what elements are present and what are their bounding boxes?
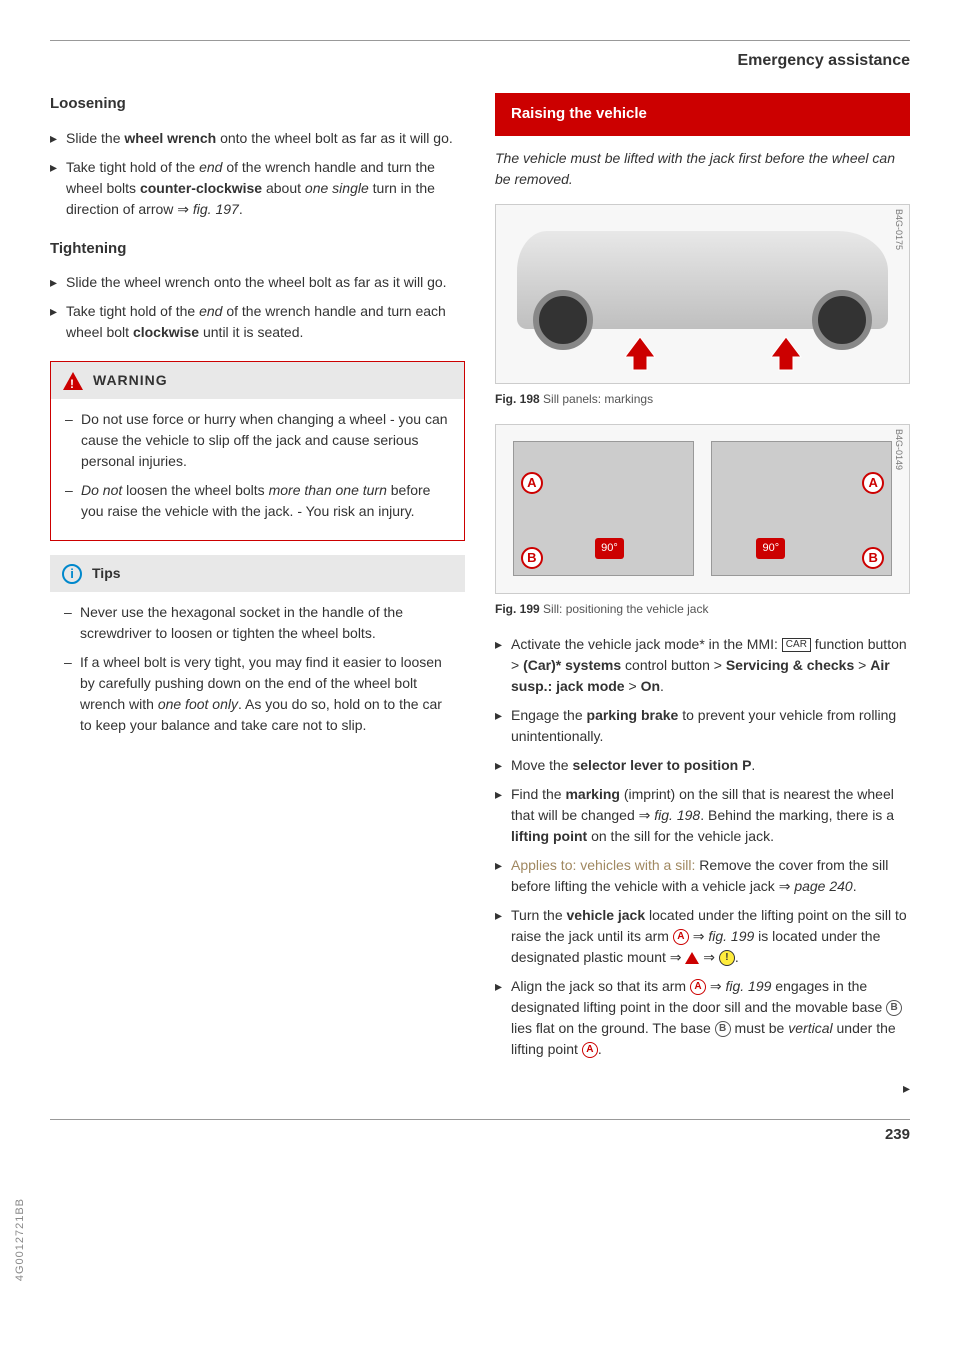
figure-199-caption: Fig. 199 Sill: positioning the vehicle j… [495,600,910,618]
warning-title: WARNING [93,370,168,391]
raising-steps-list: Activate the vehicle jack mode* in the M… [495,634,910,1060]
angle-label: 90° [595,538,624,559]
step-item: Align the jack so that its arm A ⇒ fig. … [495,976,910,1060]
tips-item: Never use the hexagonal socket in the ha… [64,602,451,644]
continue-arrow-icon: ▸ [903,1078,910,1099]
loosening-list: Slide the wheel wrench onto the wheel bo… [50,128,465,220]
warning-body: Do not use force or hurry when changing … [51,399,464,540]
fig-num: Fig. 199 [495,602,540,616]
marker-a-icon: A [521,472,543,494]
warning-item: Do not loosen the wheel bolts more than … [65,480,450,522]
angle-label: 90° [756,538,785,559]
step-item: Move the selector lever to position P. [495,755,910,776]
step-item: Applies to: vehicles with a sill: Remove… [495,855,910,897]
tips-header: i Tips [50,555,465,592]
page-number: 239 [50,1119,910,1147]
side-document-code: 4G0012721BB [12,1198,29,1281]
car-wheel-icon [812,290,872,350]
step-item: Activate the vehicle jack mode* in the M… [495,634,910,697]
top-rule [50,40,910,41]
tightening-heading: Tightening [50,238,465,261]
tips-box: i Tips Never use the hexagonal socket in… [50,555,465,754]
image-code: B4G-0175 [892,209,906,250]
figure-199: B4G-0149 A A B B 90° 90° [495,424,910,594]
left-column: Loosening Slide the wheel wrench onto th… [50,93,465,1099]
section-banner: Raising the vehicle [495,93,910,136]
warning-box: WARNING Do not use force or hurry when c… [50,361,465,541]
page-header-title: Emergency assistance [50,49,910,73]
warning-item: Do not use force or hurry when changing … [65,409,450,472]
car-wheel-icon [533,290,593,350]
tips-title: Tips [92,563,121,584]
tightening-item: Take tight hold of the end of the wrench… [50,301,465,343]
warning-triangle-icon [63,372,83,390]
loosening-item: Slide the wheel wrench onto the wheel bo… [50,128,465,149]
tips-body: Never use the hexagonal socket in the ha… [50,592,465,754]
fig-text: Sill: positioning the vehicle jack [540,602,709,616]
two-column-layout: Loosening Slide the wheel wrench onto th… [50,93,910,1099]
step-item: Engage the parking brake to prevent your… [495,705,910,747]
marker-b-icon: B [521,547,543,569]
marker-a-icon: A [862,472,884,494]
tightening-list: Slide the wheel wrench onto the wheel bo… [50,272,465,343]
info-circle-icon: i [62,564,82,584]
loosening-item: Take tight hold of the end of the wrench… [50,157,465,220]
right-column: Raising the vehicle The vehicle must be … [495,93,910,1099]
fig-text: Sill panels: markings [540,392,653,406]
warning-header: WARNING [51,362,464,399]
figure-198: B4G-0175 [495,204,910,384]
loosening-heading: Loosening [50,93,465,116]
step-item: Find the marking (imprint) on the sill t… [495,784,910,847]
arrow-up-icon [620,332,660,372]
image-code: B4G-0149 [892,429,906,470]
fig-num: Fig. 198 [495,392,540,406]
tips-item: If a wheel bolt is very tight, you may f… [64,652,451,736]
arrow-up-icon [766,332,806,372]
step-item: Turn the vehicle jack located under the … [495,905,910,968]
tightening-item: Slide the wheel wrench onto the wheel bo… [50,272,465,293]
figure-198-caption: Fig. 198 Sill panels: markings [495,390,910,408]
intro-text: The vehicle must be lifted with the jack… [495,148,910,190]
